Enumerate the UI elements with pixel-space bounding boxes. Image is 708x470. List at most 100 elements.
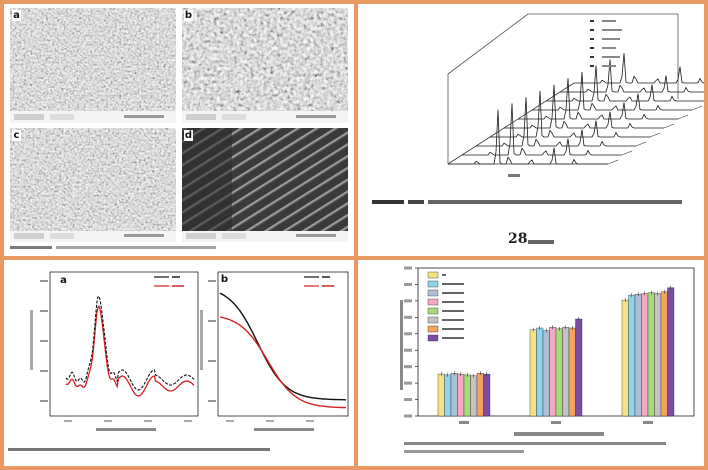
xrd-trace-tick	[621, 150, 633, 156]
sem-label-b: b	[184, 10, 193, 21]
bar-legend-swatch	[427, 307, 439, 315]
sem-caption-text	[10, 246, 216, 249]
bar-legend-swatch	[427, 325, 439, 333]
xrd-legend	[590, 20, 622, 67]
sem-label-d: d	[184, 130, 193, 141]
bar	[549, 326, 557, 417]
pore-a-black-line	[65, 295, 195, 391]
bar	[536, 327, 544, 417]
bar	[621, 299, 629, 417]
pore-ticks	[30, 280, 216, 402]
xrd-trace	[560, 59, 704, 93]
pore-plot-b-frame	[217, 271, 349, 417]
bar	[660, 291, 668, 417]
xrd-trace-tick	[635, 141, 647, 147]
bar-legend-swatch	[427, 334, 439, 342]
bar-y-tick-mark	[404, 414, 412, 418]
bar	[634, 294, 642, 417]
sem-label-a: a	[12, 10, 21, 21]
bar	[568, 327, 576, 417]
bar-legend-swatch	[427, 298, 439, 306]
bar-bars	[437, 285, 675, 424]
bar-legend-text	[442, 301, 464, 303]
pore-a-red-line	[65, 305, 195, 397]
bar	[529, 329, 537, 417]
pore-figure-panel: a b	[4, 260, 354, 466]
bar-caption-bar	[404, 442, 666, 453]
bar	[463, 374, 471, 417]
xrd-trace	[518, 78, 678, 120]
bar-y-ticks	[404, 266, 418, 418]
bar-legend-text	[442, 292, 464, 294]
pore-axis-labels	[64, 420, 314, 431]
xrd-trace-tick	[677, 114, 689, 120]
bar	[628, 294, 636, 417]
bar-legend-text	[442, 328, 464, 330]
xrd-trace	[546, 65, 704, 102]
bar	[444, 374, 452, 417]
bar-x-tick-mark	[551, 421, 561, 424]
bar-y-axis-label	[400, 300, 403, 390]
xrd-depth-axis	[447, 82, 575, 165]
bar-y-tick-mark	[404, 381, 412, 385]
xrd-caption-unit	[528, 240, 554, 244]
xrd-trace	[532, 71, 692, 111]
bar-y-tick-mark	[404, 282, 412, 286]
xrd-trace	[574, 53, 704, 84]
bar	[647, 292, 655, 417]
bar	[483, 373, 491, 417]
bar-x-tick-mark	[643, 421, 653, 424]
bar-y-tick-mark	[404, 398, 412, 402]
sem-image-b	[182, 8, 348, 123]
xrd-back-frame	[447, 13, 678, 75]
bar-legend	[427, 271, 464, 342]
sem-image-a	[10, 8, 176, 123]
pore-legend-b	[304, 276, 334, 287]
bar-x-axis-label	[514, 432, 604, 436]
sem-image-c	[10, 128, 176, 242]
xrd-caption-number: 28	[508, 231, 528, 247]
bar	[667, 287, 675, 417]
bar	[562, 326, 570, 417]
bar-y-tick-mark	[404, 332, 412, 336]
bar-y-tick-mark	[404, 365, 412, 369]
bar	[542, 330, 550, 417]
pore-b-red-line	[219, 316, 346, 409]
pore-label-a: a	[59, 275, 68, 286]
bar	[641, 293, 649, 417]
xrd-trace	[476, 97, 636, 147]
xrd-trace-tick	[649, 132, 661, 138]
xrd-chart	[372, 13, 704, 204]
xrd-trace-tick	[691, 105, 703, 111]
bar	[450, 372, 458, 417]
xrd-figure-panel: 28	[358, 4, 704, 256]
bar	[575, 318, 583, 417]
xrd-trace	[462, 103, 622, 156]
pore-plot-b-lines	[219, 292, 346, 409]
bar	[457, 373, 465, 417]
xrd-trace-tick	[663, 123, 675, 129]
xrd-trace	[490, 90, 650, 138]
bar-legend-swatch	[427, 271, 439, 279]
bar-legend-swatch	[427, 289, 439, 297]
bar-chart	[400, 266, 695, 453]
pore-legend-a	[154, 276, 184, 287]
xrd-traces	[447, 53, 704, 165]
pore-plot-a-lines	[65, 295, 195, 397]
xrd-caption-bar	[372, 200, 682, 204]
bar-y-tick-mark	[404, 348, 412, 352]
bar-x-tick-mark	[459, 421, 469, 424]
bar-y-tick-mark	[404, 315, 412, 319]
sem-figure-panel: a b c d	[4, 4, 354, 256]
bar	[555, 328, 563, 417]
pore-caption-bar	[8, 448, 270, 451]
xrd-trace-tick	[607, 159, 619, 165]
bar-legend-text	[442, 337, 464, 339]
bar-legend-swatch	[427, 280, 439, 288]
bar-y-tick-mark	[404, 299, 412, 303]
bar	[654, 293, 662, 417]
bar	[476, 372, 484, 417]
sem-label-c: c	[12, 130, 21, 141]
bar-figure-panel	[358, 260, 704, 466]
bar	[470, 375, 478, 417]
